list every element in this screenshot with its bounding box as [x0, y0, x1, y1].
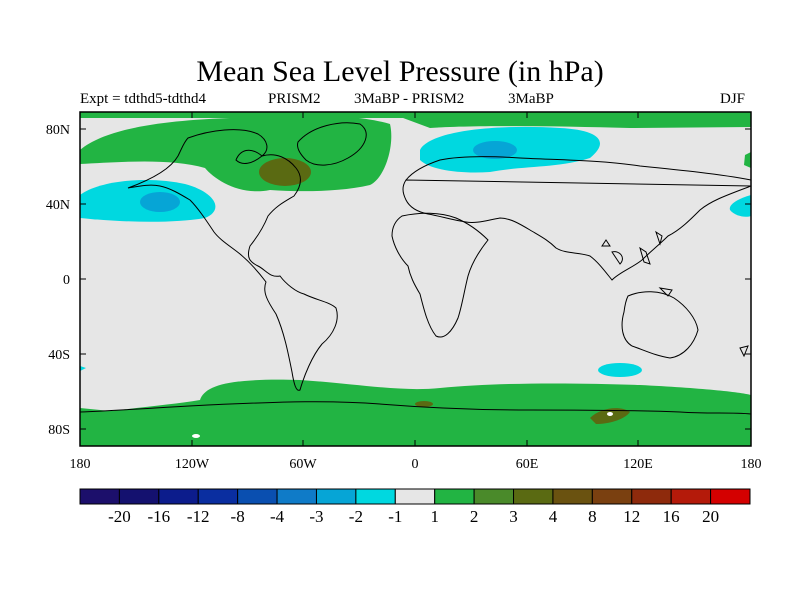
- colorbar-label: -3: [309, 507, 323, 526]
- negative-anomaly-southern-indian: [598, 363, 642, 377]
- positive-anomaly-north-america: [80, 114, 392, 192]
- antarctica-coast: [79, 401, 752, 415]
- colorbar-label: -2: [349, 507, 363, 526]
- africa-coast: [391, 212, 489, 338]
- colorbar-box: [355, 488, 396, 505]
- colorbar-boxes: [79, 488, 751, 505]
- colorbar-label: 4: [549, 507, 558, 526]
- island-coasts: [601, 230, 749, 358]
- colorbar-label: 1: [430, 507, 439, 526]
- colorbar-box: [315, 488, 357, 505]
- positive-anomaly-gap-east: [607, 412, 613, 416]
- colorbar-box: [158, 488, 199, 505]
- x-tick-label-60e: 60E: [516, 457, 539, 472]
- colorbar-label: -12: [187, 507, 210, 526]
- x-tick-label-0: 0: [412, 457, 419, 472]
- australia-coast: [621, 291, 699, 359]
- colorbar-box: [276, 488, 317, 505]
- colorbar-label: 8: [588, 507, 597, 526]
- positive-anomaly-east-edge: [744, 152, 751, 168]
- y-tick-label-40s: 40S: [48, 348, 70, 363]
- colorbar-label: 12: [623, 507, 640, 526]
- y-axis-labels: 80N 40N 0 40S 80S: [46, 123, 70, 438]
- colorbar-box: [591, 488, 633, 505]
- x-tick-label-180e: 180: [741, 457, 762, 472]
- negative-anomaly-east-edge: [729, 195, 751, 217]
- greenland-coast: [297, 122, 367, 166]
- colorbar-label: -4: [270, 507, 285, 526]
- colorbar-label: -1: [388, 507, 402, 526]
- positive-anomaly-arctic-strip: [395, 115, 751, 128]
- colorbar-box: [394, 488, 436, 505]
- negative-anomaly-core-europe: [473, 141, 517, 159]
- colorbar-label: -16: [147, 507, 170, 526]
- model-label-a: PRISM2: [268, 91, 321, 107]
- negative-anomaly-west-edge: [80, 366, 86, 371]
- positive-anomaly-southern-ocean: [80, 379, 751, 446]
- positive-anomaly-core-canada: [259, 158, 311, 186]
- y-tick-label-0: 0: [63, 273, 70, 288]
- positive-anomaly-core-antarctic: [590, 408, 630, 424]
- colorbar-box: [670, 488, 712, 505]
- eurasia-coast: [402, 156, 752, 281]
- experiment-label: Expt = tdthd5-tdthd4: [80, 91, 206, 107]
- y-tick-label-40n: 40N: [46, 198, 70, 213]
- positive-anomaly-core-weddell: [415, 401, 433, 407]
- colorbar-label: 3: [509, 507, 518, 526]
- colorbar-box: [473, 488, 515, 505]
- x-tick-label-180w: 180: [70, 457, 91, 472]
- colorbar-label: -8: [231, 507, 245, 526]
- positive-anomaly-southern-west: [80, 408, 160, 418]
- positive-anomaly-gap: [192, 434, 200, 438]
- colorbar-box: [237, 488, 278, 505]
- x-ticks: [79, 112, 752, 446]
- y-ticks: [80, 128, 751, 430]
- model-label-c: 3MaBP: [508, 91, 554, 107]
- y-tick-label-80n: 80N: [46, 123, 70, 138]
- x-axis-labels: 180 120W 60W 0 60E 120E 180: [70, 457, 762, 472]
- colorbar-label: -20: [108, 507, 131, 526]
- chart-title: Mean Sea Level Pressure (in hPa): [196, 55, 604, 88]
- colorbar-labels: -20 -16 -12 -8 -4 -3 -2 -1 1 2 3 4 8 12 16 20: [108, 507, 719, 526]
- coastlines: [79, 122, 752, 415]
- colorbar-box: [710, 488, 751, 505]
- colorbar-box: [513, 488, 554, 505]
- model-label-b: 3MaBP - PRISM2: [354, 91, 465, 107]
- map-panel: [79, 111, 752, 447]
- colorbar-label: 2: [470, 507, 479, 526]
- colorbar-box: [434, 488, 475, 505]
- hudson-bay-coast: [235, 149, 263, 164]
- colorbar-box: [118, 488, 160, 505]
- x-tick-label-60w: 60W: [289, 457, 317, 472]
- season-label: DJF: [720, 91, 746, 107]
- colorbar-box: [631, 488, 672, 505]
- colorbar-label: 20: [702, 507, 719, 526]
- colorbar: -20 -16 -12 -8 -4 -3 -2 -1 1 2 3 4 8 12 16 20: [79, 488, 751, 526]
- colorbar-box: [79, 488, 120, 505]
- americas-coast: [127, 129, 338, 391]
- colorbar-box: [197, 488, 239, 505]
- x-tick-label-120w: 120W: [175, 457, 210, 472]
- y-tick-label-80s: 80S: [48, 423, 70, 438]
- colorbar-label: 16: [663, 507, 680, 526]
- colorbar-box: [552, 488, 593, 505]
- negative-anomaly-core-pacific: [140, 192, 180, 212]
- x-tick-label-120e: 120E: [623, 457, 653, 472]
